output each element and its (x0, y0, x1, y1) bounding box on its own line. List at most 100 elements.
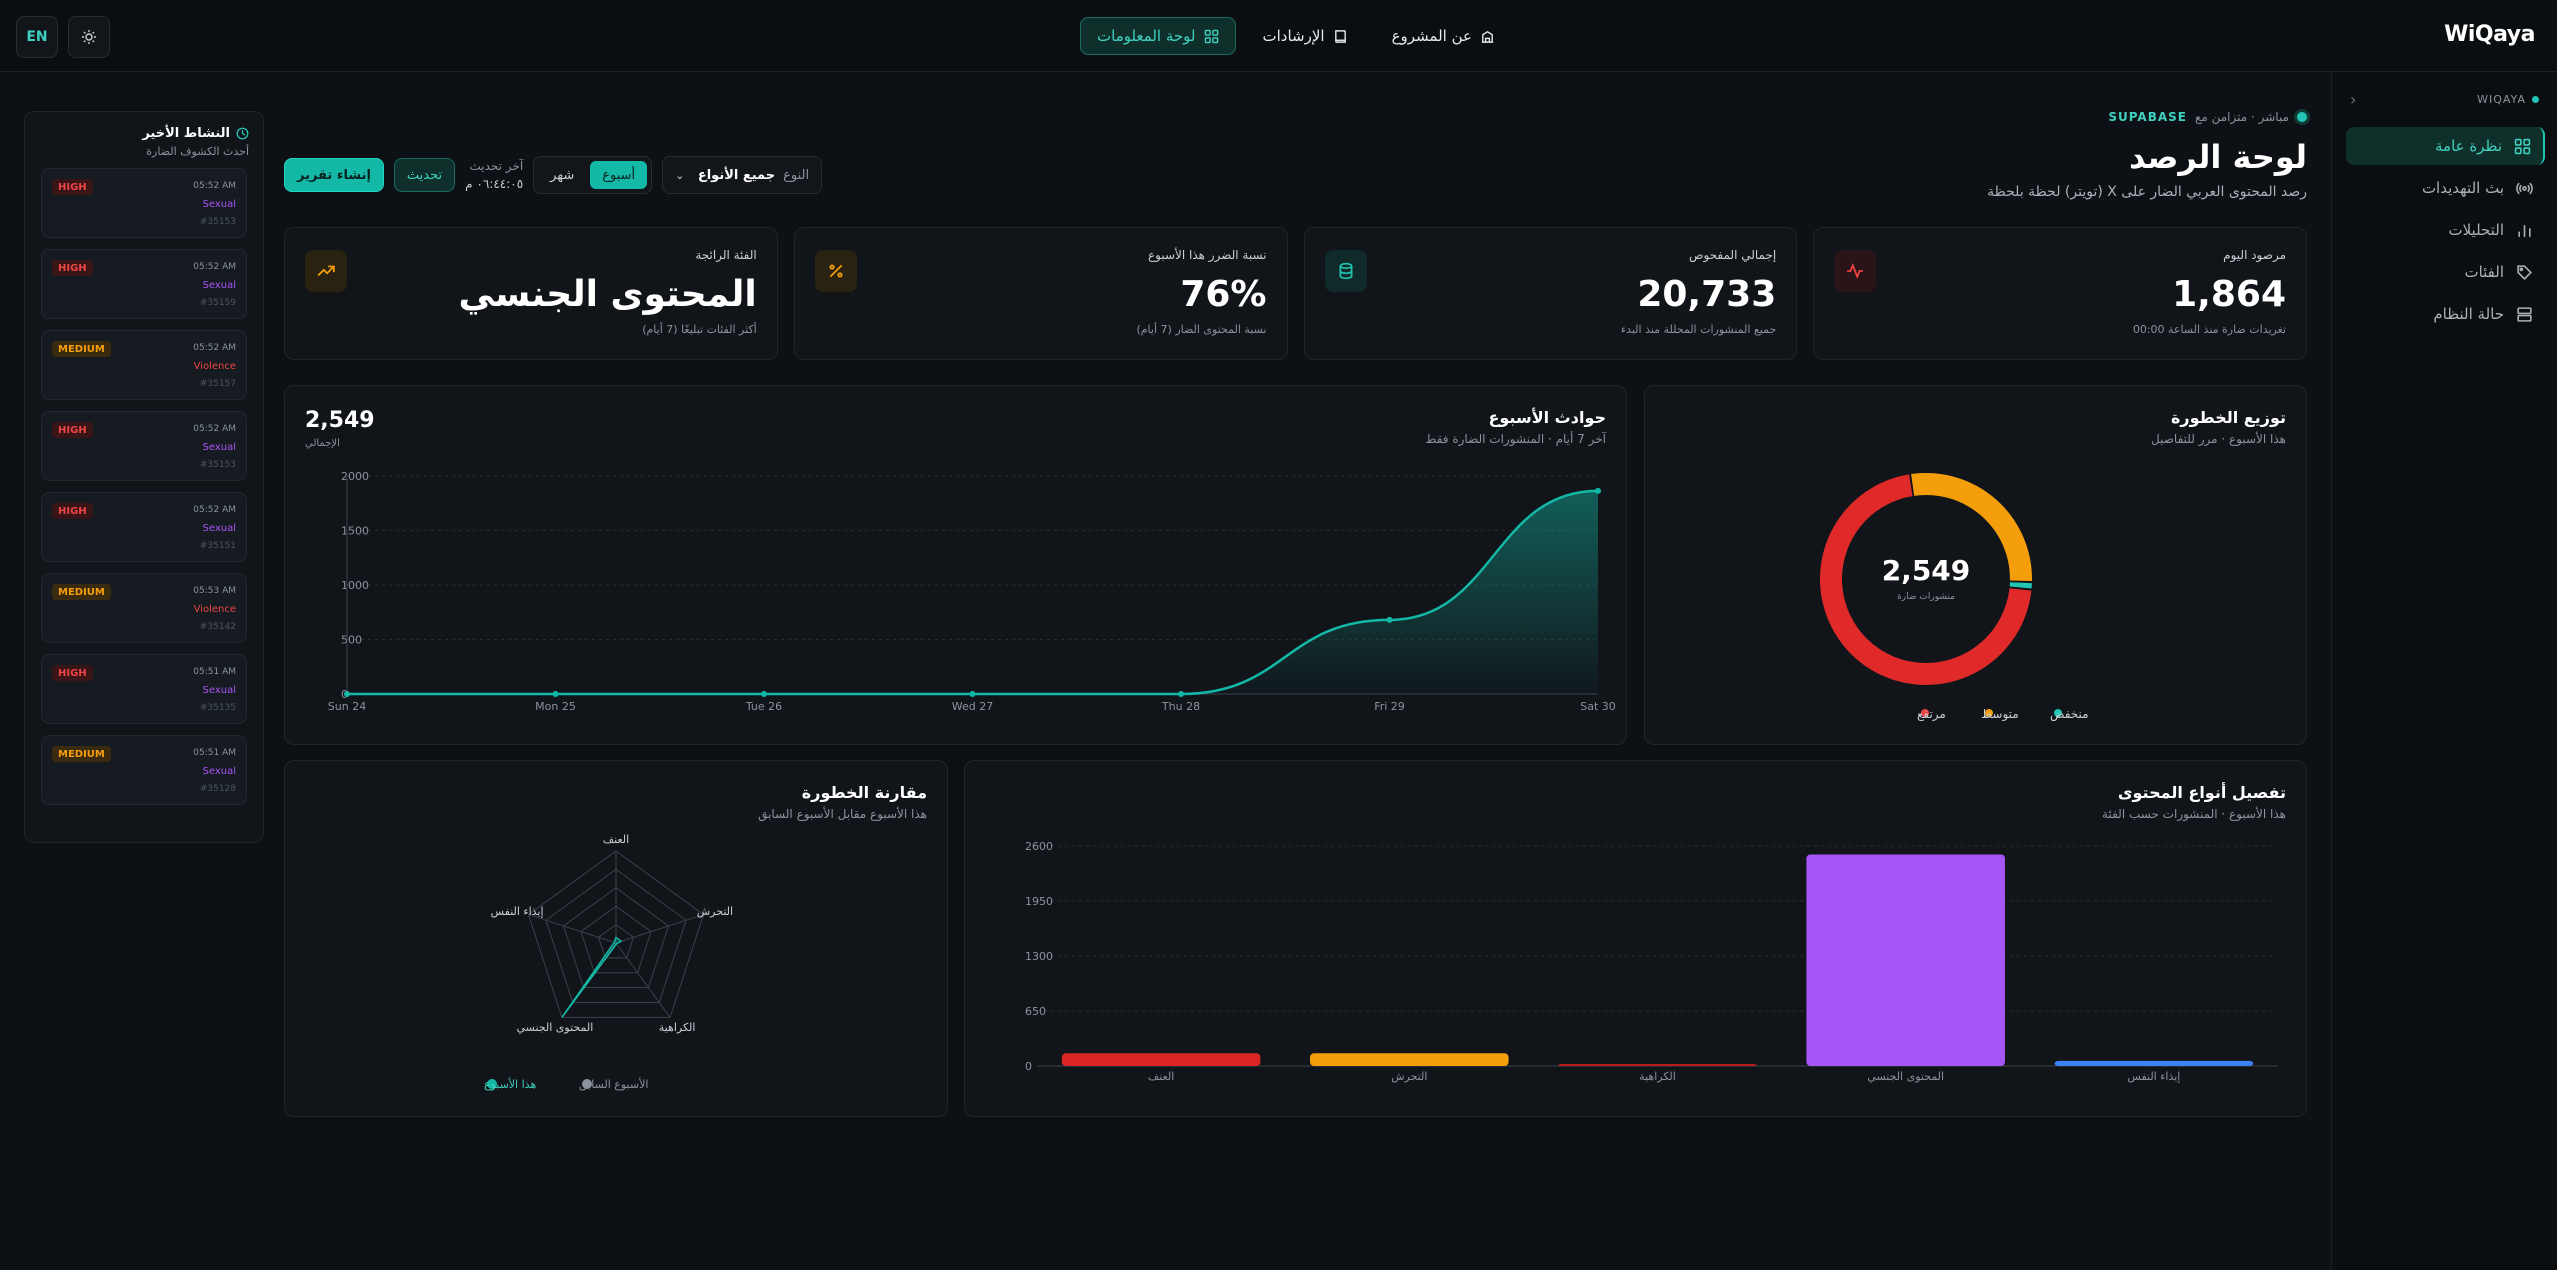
compare-title: مقارنة الخطورة (801, 783, 927, 802)
activity-category: Sexual (202, 766, 237, 777)
clock-icon (236, 127, 249, 140)
area-fill (347, 490, 1598, 694)
donut-slice[interactable] (1911, 473, 2032, 581)
bar[interactable] (1061, 1053, 1261, 1066)
app-logo[interactable]: WiQaya (2444, 22, 2535, 47)
severity-badge: HIGH (52, 179, 93, 195)
legend-low: منخفض (2050, 707, 2089, 722)
nav-label: الإرشادات (1262, 27, 1325, 45)
bar[interactable] (1558, 1064, 1757, 1066)
activity-item[interactable]: HIGH 05:51 AM Sexual #35135 (41, 654, 247, 724)
type-select[interactable]: النوع جميع الأنواع ⌄ (662, 156, 823, 194)
nav-dashboard[interactable]: لوحة المعلومات (1080, 17, 1236, 55)
live-source: SUPABASE (2108, 110, 2187, 124)
data-point[interactable] (1178, 691, 1184, 697)
activity-category: Sexual (202, 442, 237, 453)
severity-badge: MEDIUM (52, 341, 111, 357)
radar-spoke (615, 942, 671, 1018)
refresh-button[interactable]: تحديث (393, 158, 456, 192)
nav-label: لوحة المعلومات (1097, 27, 1196, 45)
activity-id: #35151 (199, 541, 236, 551)
kpi-value: المحتوى الجنسي (458, 274, 757, 315)
theme-toggle-button[interactable] (68, 16, 110, 58)
x-tick-label: Wed 27 (952, 700, 993, 713)
sidebar-item-analytics[interactable]: التحليلات (2346, 211, 2545, 249)
radar-spoke (528, 914, 617, 944)
y-tick-label: 1500 (341, 525, 369, 538)
kpi-label: نسبة الضرر هذا الأسبوع (1147, 248, 1267, 262)
activity-item[interactable]: MEDIUM 05:53 AM Violence #35142 (41, 573, 247, 643)
activity-id: #35128 (199, 784, 236, 794)
kpi-value: 20,733 (1637, 274, 1777, 315)
status-dot (2532, 96, 2539, 103)
activity-item[interactable]: MEDIUM 05:51 AM Sexual #35128 (41, 735, 247, 805)
activity-category: Sexual (202, 199, 237, 210)
sidebar-item-categories[interactable]: الفئات (2346, 253, 2545, 291)
activity-item[interactable]: HIGH 05:52 AM Sexual #35153 (41, 411, 247, 481)
data-point[interactable] (761, 691, 767, 697)
top-bar-actions: EN (16, 16, 110, 58)
grid-icon (1204, 29, 1218, 43)
top-bar: WiQaya لوحة المعلومات الإرشادات عن المشر… (0, 0, 2557, 72)
donut-center-label: منشورات ضارة (1897, 592, 1955, 602)
severity-badge: HIGH (52, 260, 93, 276)
live-dot (2297, 112, 2307, 122)
data-point[interactable] (1386, 616, 1393, 623)
activity-time: 05:52 AM (193, 505, 236, 515)
bar[interactable] (1310, 1053, 1509, 1066)
data-point[interactable] (552, 691, 559, 697)
sidebar-collapse-icon[interactable]: ‹ (2350, 90, 2357, 109)
nav-guidelines[interactable]: الإرشادات (1246, 17, 1365, 55)
language-button[interactable]: EN (16, 16, 58, 58)
activity-header: النشاط الأخير أحدث الكشوف الضارة (25, 112, 263, 158)
activity-id: #35142 (199, 622, 236, 632)
legend-swatch-high (1921, 709, 1929, 717)
kpi-hint: أكثر الفئات تبليغًا (7 أيام) (642, 323, 757, 336)
create-report-button[interactable]: إنشاء تقرير (284, 158, 384, 192)
activity-item[interactable]: MEDIUM 05:52 AM Violence #35157 (41, 330, 247, 400)
activity-item[interactable]: HIGH 05:52 AM Sexual #35153 (41, 168, 247, 238)
donut-center-value: 2,549 (1882, 554, 1971, 587)
activity-item[interactable]: HIGH 05:52 AM Sexual #35151 (41, 492, 247, 562)
top-nav: لوحة المعلومات الإرشادات عن المشروع (1080, 17, 1512, 55)
data-point[interactable] (969, 691, 976, 697)
activity-category: Violence (193, 361, 236, 372)
radar-axis-label: الكراهية (659, 1021, 696, 1034)
radar-axis-label: إيذاء النفس (491, 905, 544, 918)
x-tick-label: Sun 24 (328, 700, 366, 713)
severity-badge: HIGH (52, 422, 93, 438)
period-week[interactable]: أسبوع (590, 161, 648, 189)
activity-category: Sexual (202, 685, 237, 696)
radar-ring (527, 850, 705, 1018)
radar-ring (562, 887, 670, 989)
nav-about[interactable]: عن المشروع (1375, 17, 1512, 55)
period-month[interactable]: شهر (550, 167, 575, 183)
donut-slice[interactable] (2009, 582, 2032, 589)
legend-swatch-low (2054, 709, 2062, 717)
bar[interactable] (2054, 1060, 2254, 1066)
broadcast-icon (2516, 182, 2533, 194)
page-subtitle: رصد المحتوى العربي الضار على X (تويتر) ل… (1987, 184, 2307, 200)
breakdown-bar-chart: 0 650 1300 1950 2600 العنف التحرش الكراهية المحت… (1025, 840, 2278, 1083)
y-tick-label: 1950 (1025, 895, 1053, 908)
activity-title: النشاط الأخير (39, 126, 249, 141)
last-update: آخر تحديث ٠٦:٤٤:٠٥ م (465, 157, 523, 193)
activity-id: #35135 (199, 703, 236, 713)
activity-item[interactable]: HIGH 05:52 AM Sexual #35159 (41, 249, 247, 319)
activity-title-text: النشاط الأخير (142, 126, 230, 141)
severity-donut-chart: 2,549 منشورات ضارة منخفض متوسط مرتفع (1820, 473, 2089, 722)
legend-this: هذا الأسبوع (484, 1077, 536, 1091)
bar[interactable] (1806, 854, 2005, 1066)
sidebar-item-label: بث التهديدات (2421, 179, 2504, 197)
activity-time: 05:52 AM (193, 262, 236, 272)
sidebar-item-system-status[interactable]: حالة النظام (2346, 295, 2545, 333)
sidebar-item-overview[interactable]: نظرة عامة (2346, 127, 2545, 165)
kpi-hint: جميع المنشورات المحللة منذ البدء (1620, 323, 1777, 336)
radar-series[interactable] (561, 936, 623, 1018)
sidebar-item-threat-feed[interactable]: بث التهديدات (2346, 169, 2545, 207)
data-point[interactable] (344, 691, 350, 697)
y-tick-label: 650 (1025, 1005, 1046, 1018)
x-tick-label: Sat 30 (1580, 700, 1616, 713)
data-point[interactable] (1595, 487, 1601, 494)
